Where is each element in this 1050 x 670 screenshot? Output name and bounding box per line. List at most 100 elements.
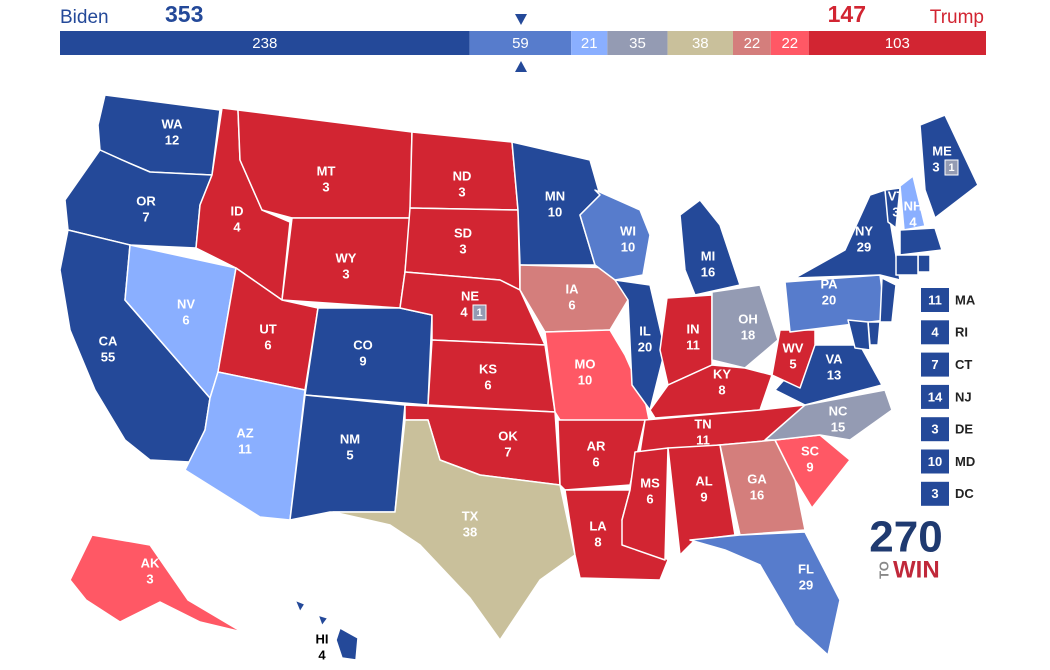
state-ev: 9 — [806, 459, 813, 474]
small-state-abbr: DC — [955, 486, 974, 501]
state-abbr: OK — [498, 428, 518, 443]
split-ev: 1 — [476, 307, 482, 319]
small-state-abbr: RI — [955, 325, 968, 340]
us-map: WA12OR7CA55NV6ID4MT3WY3UT6AZ11CO9NM5ND3S… — [59, 94, 979, 662]
state-ev: 3 — [458, 184, 465, 199]
state-ev: 5 — [789, 356, 796, 371]
small-state-ev: 10 — [928, 454, 942, 469]
state-ev: 38 — [463, 524, 477, 539]
split-ev: 1 — [948, 162, 954, 174]
state-abbr: KS — [479, 361, 497, 376]
state-abbr: KY — [713, 366, 731, 381]
bar-segment — [607, 31, 668, 55]
bar-segment — [732, 31, 771, 55]
state-abbr: AR — [587, 438, 606, 453]
state-ev: 55 — [101, 349, 115, 364]
logo-number: 270 — [869, 513, 942, 562]
state-shape — [335, 627, 359, 661]
small-state-abbr: NJ — [955, 389, 972, 404]
state-shape — [69, 534, 243, 633]
state-ev: 6 — [264, 337, 271, 352]
ev-bar: 238 59 21 35 38 22 22 103 — [60, 31, 986, 55]
state-ev: 10 — [621, 239, 635, 254]
state-abbr: CA — [99, 333, 118, 348]
state-ev: 7 — [142, 209, 149, 224]
state-abbr: MO — [575, 356, 596, 371]
state-abbr: WY — [336, 250, 357, 265]
state-abbr: GA — [747, 471, 767, 486]
state-shape — [557, 419, 646, 491]
state-shape — [317, 614, 329, 627]
small-state-box — [921, 288, 949, 312]
state-ev: 6 — [182, 312, 189, 327]
state-ev: 3 — [892, 204, 899, 219]
state-ev: 29 — [857, 239, 871, 254]
state-abbr: NC — [829, 403, 848, 418]
state-ev: 3 — [342, 266, 349, 281]
state-abbr: UT — [259, 321, 276, 336]
state-ev: 18 — [741, 327, 755, 342]
state-shape — [719, 439, 806, 536]
small-state-abbr: MA — [955, 292, 976, 307]
state-shape — [679, 199, 741, 296]
state-ev: 10 — [578, 372, 592, 387]
state-shape — [884, 187, 901, 229]
state-shape — [304, 307, 433, 406]
state-ev: 10 — [548, 204, 562, 219]
state-abbr: NH — [904, 198, 923, 213]
state-shape — [689, 531, 841, 656]
state-shape — [649, 364, 773, 419]
small-state-ev: 11 — [928, 292, 942, 307]
state-abbr: OH — [738, 311, 758, 326]
state-shape — [711, 284, 779, 369]
small-state-box — [921, 481, 949, 506]
state-abbr: AL — [695, 473, 712, 488]
state-abbr: TX — [462, 508, 479, 523]
bar-segment-label: 103 — [885, 35, 910, 52]
state-ev: 6 — [484, 377, 491, 392]
biden-total: 353 — [165, 1, 203, 27]
bar-segment-label: 22 — [744, 35, 761, 52]
state-shape — [847, 319, 871, 351]
state-abbr: IA — [566, 281, 580, 296]
state-abbr: MT — [317, 163, 336, 178]
state-shape — [895, 254, 919, 276]
state-ev: 3 — [932, 159, 939, 174]
majority-arrow-bottom — [515, 61, 527, 72]
bar-segment-label: 38 — [692, 35, 709, 52]
state-shape — [764, 389, 893, 441]
majority-arrow-top — [515, 14, 527, 25]
state-shape — [294, 599, 306, 613]
state-ev: 11 — [238, 441, 252, 456]
small-state-abbr: MD — [955, 454, 975, 469]
bar-segment-label: 22 — [781, 35, 798, 52]
state-abbr: HI — [316, 631, 329, 646]
state-ev: 15 — [831, 419, 845, 434]
state-shape — [332, 419, 576, 641]
state-ev: 8 — [718, 382, 725, 397]
small-state-ev: 7 — [931, 357, 938, 372]
state-ev: 16 — [701, 264, 715, 279]
state-abbr: ME — [932, 143, 952, 158]
state-ev: 4 — [318, 647, 326, 662]
state-ev: 3 — [322, 179, 329, 194]
state-ev: 20 — [822, 292, 836, 307]
state-abbr: ND — [453, 168, 472, 183]
bar-segment — [770, 31, 809, 55]
bar-segment-label: 59 — [512, 35, 529, 52]
state-ev: 11 — [696, 432, 710, 447]
state-ev: 11 — [686, 337, 700, 352]
state-ev: 7 — [504, 444, 511, 459]
state-ev: 9 — [700, 489, 707, 504]
state-shape — [879, 277, 897, 323]
bar-segment — [60, 31, 470, 55]
state-ev: 6 — [592, 454, 599, 469]
state-shape — [794, 189, 901, 281]
split-box — [472, 304, 487, 321]
small-state-box — [921, 352, 949, 377]
small-state-ev: 3 — [931, 422, 938, 437]
state-shape — [544, 329, 651, 426]
state-ev: 12 — [165, 132, 179, 147]
logo-to: TO — [876, 561, 891, 579]
state-abbr: MN — [545, 188, 565, 203]
